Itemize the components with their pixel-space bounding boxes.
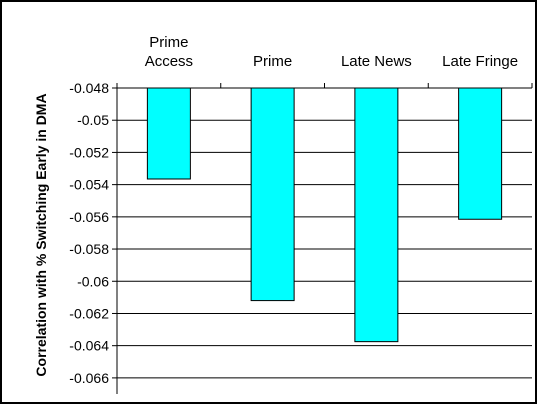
y-tick-label: -0.05 [77, 112, 109, 128]
y-tick-label: -0.058 [69, 241, 109, 257]
y-tick-label: -0.052 [69, 144, 109, 160]
x-category-label: Access [145, 53, 193, 70]
y-tick-label: -0.064 [69, 338, 109, 354]
bar [458, 87, 503, 220]
y-tick-label: -0.048 [69, 80, 109, 96]
y-tick-label: -0.062 [69, 305, 109, 321]
y-tick-label: -0.056 [69, 209, 109, 225]
x-category-label: Late News [341, 53, 412, 70]
x-category-label: Prime [253, 53, 292, 70]
y-axis-label: Correlation with % Switching Early in DM… [33, 93, 49, 376]
y-tick-label: -0.06 [77, 273, 109, 289]
y-tick-label: -0.054 [69, 177, 109, 193]
x-category-label: Prime [149, 34, 188, 51]
bar [250, 87, 295, 302]
bar [354, 87, 399, 343]
y-tick-label: -0.066 [69, 370, 109, 386]
bar [146, 87, 191, 180]
x-category-label: Late Fringe [442, 53, 518, 70]
